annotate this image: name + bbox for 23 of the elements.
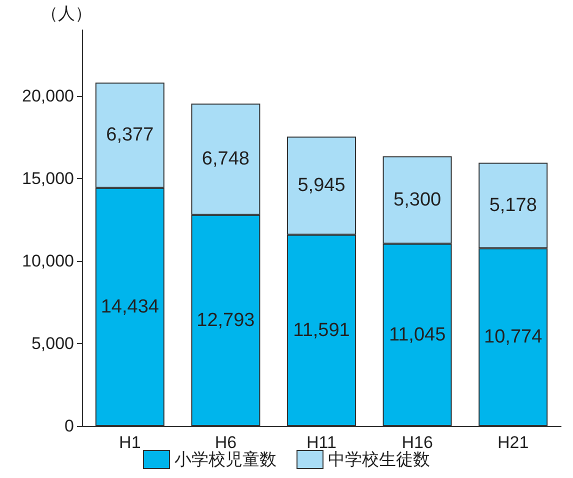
data-label: 11,591 bbox=[293, 320, 350, 341]
data-label: 6,377 bbox=[106, 124, 154, 146]
y-tick-label: 15,000 bbox=[22, 169, 74, 188]
data-label: 12,793 bbox=[196, 310, 255, 331]
y-axis-title: （人） bbox=[41, 4, 92, 23]
y-tick-label: 20,000 bbox=[22, 86, 74, 106]
x-tick-label: H11 bbox=[306, 433, 336, 452]
x-tick-label: H21 bbox=[498, 433, 529, 452]
data-label: 5,300 bbox=[394, 190, 442, 211]
y-tick-label: 5,000 bbox=[31, 334, 74, 353]
data-label: 10,774 bbox=[484, 326, 543, 348]
data-label: 14,434 bbox=[100, 296, 160, 318]
legend-label: 小学校児童数 bbox=[174, 450, 276, 469]
x-tick-label: H16 bbox=[402, 433, 433, 452]
data-label: 11,045 bbox=[388, 324, 446, 346]
x-tick-label: H1 bbox=[119, 433, 141, 452]
y-tick-label: 10,000 bbox=[22, 252, 74, 270]
x-tick-label: H6 bbox=[214, 433, 237, 452]
data-label: 6,748 bbox=[202, 148, 250, 170]
data-label: 5,178 bbox=[489, 195, 537, 216]
y-tick-label: 0 bbox=[64, 416, 74, 436]
legend-label: 中学校生徒数 bbox=[328, 450, 430, 469]
data-label: 5,945 bbox=[298, 175, 346, 196]
